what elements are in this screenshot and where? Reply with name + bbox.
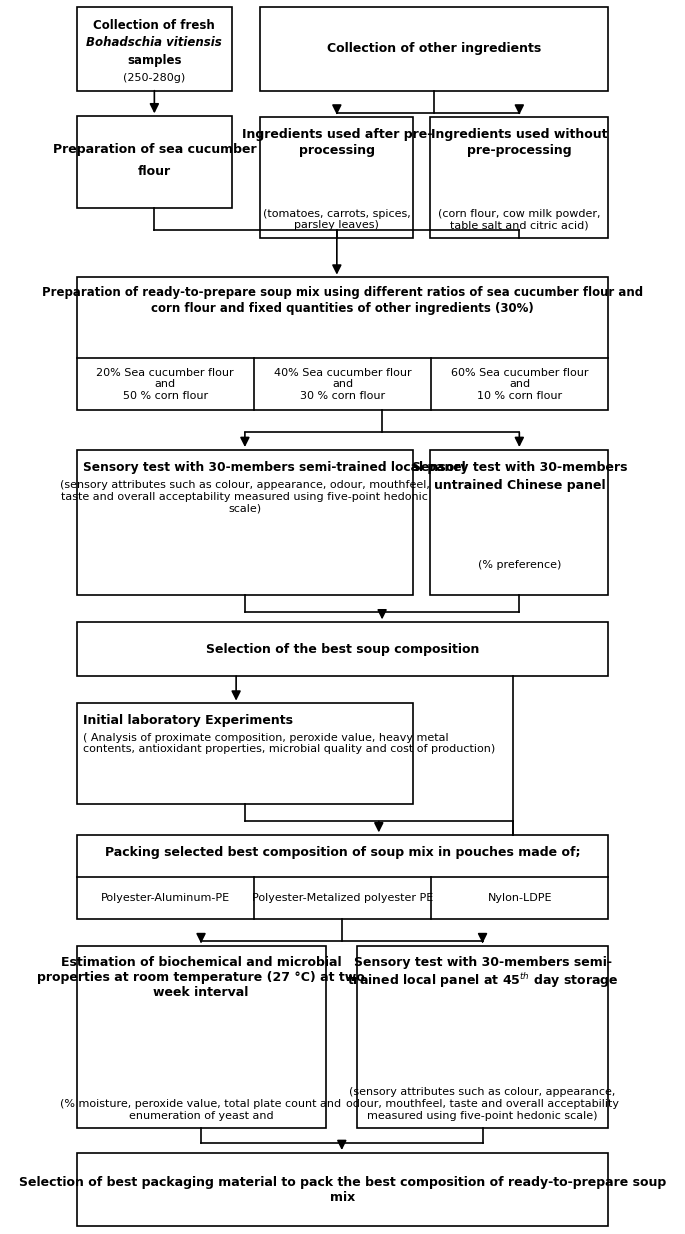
Text: Polyester-Aluminum-PE: Polyester-Aluminum-PE — [101, 892, 229, 903]
Bar — [77, 835, 608, 918]
Text: ( Analysis of proximate composition, peroxide value, heavy metal
contents, antio: ( Analysis of proximate composition, per… — [84, 733, 495, 754]
Bar — [77, 945, 325, 1128]
Bar — [77, 278, 608, 410]
Text: Sensory test with 30-members semi-trained local panel: Sensory test with 30-members semi-traine… — [84, 460, 466, 474]
Text: (% moisture, peroxide value, total plate count and
enumeration of yeast and: (% moisture, peroxide value, total plate… — [60, 1099, 342, 1120]
Bar — [77, 622, 608, 676]
Text: Nylon-LDPE: Nylon-LDPE — [488, 892, 552, 903]
Text: samples: samples — [127, 54, 182, 67]
Text: Collection of other ingredients: Collection of other ingredients — [327, 42, 542, 56]
Text: processing: processing — [299, 144, 375, 157]
Text: Estimation of biochemical and microbial
properties at room temperature (27 °C) a: Estimation of biochemical and microbial … — [37, 955, 365, 998]
Bar — [77, 1153, 608, 1227]
Text: (% preference): (% preference) — [477, 560, 561, 570]
Text: pre-processing: pre-processing — [467, 144, 572, 157]
Text: Ingredients used after pre-: Ingredients used after pre- — [242, 128, 432, 141]
Text: 60% Sea cucumber flour
and
10 % corn flour: 60% Sea cucumber flour and 10 % corn flo… — [451, 368, 588, 401]
Text: Sensory test with 30-members: Sensory test with 30-members — [412, 460, 627, 474]
Bar — [260, 117, 413, 238]
Text: (sensory attributes such as colour, appearance,
odour, mouthfeel, taste and over: (sensory attributes such as colour, appe… — [346, 1087, 619, 1120]
Text: Collection of fresh: Collection of fresh — [93, 20, 215, 32]
Text: Selection of the best soup composition: Selection of the best soup composition — [206, 643, 480, 655]
Bar — [430, 117, 608, 238]
Text: 20% Sea cucumber flour
and
50 % corn flour: 20% Sea cucumber flour and 50 % corn flo… — [97, 368, 234, 401]
Text: Selection of best packaging material to pack the best composition of ready-to-pr: Selection of best packaging material to … — [19, 1176, 666, 1203]
Text: flour: flour — [138, 165, 171, 179]
Text: Ingredients used without: Ingredients used without — [431, 128, 608, 141]
Text: (sensory attributes such as colour, appearance, odour, mouthfeel,
taste and over: (sensory attributes such as colour, appe… — [60, 480, 429, 513]
Bar — [357, 945, 608, 1128]
Text: (tomatoes, carrots, spices,
parsley leaves): (tomatoes, carrots, spices, parsley leav… — [263, 209, 411, 231]
Text: Packing selected best composition of soup mix in pouches made of;: Packing selected best composition of sou… — [105, 847, 580, 859]
Bar — [260, 7, 608, 90]
Text: Sensory test with 30-members semi-
trained local panel at 45$^{th}$ day storage: Sensory test with 30-members semi- train… — [347, 955, 619, 990]
Text: (250-280g): (250-280g) — [123, 73, 186, 83]
Text: Bohadschia vitiensis: Bohadschia vitiensis — [86, 37, 222, 49]
Text: 40% Sea cucumber flour
and
30 % corn flour: 40% Sea cucumber flour and 30 % corn flo… — [274, 368, 411, 401]
Bar — [77, 116, 232, 209]
Bar — [77, 7, 232, 90]
Bar — [77, 449, 413, 595]
Text: (corn flour, cow milk powder,
table salt and citric acid): (corn flour, cow milk powder, table salt… — [438, 209, 601, 231]
Text: Preparation of sea cucumber: Preparation of sea cucumber — [53, 143, 256, 157]
Text: Preparation of ready-to-prepare soup mix using different ratios of sea cucumber : Preparation of ready-to-prepare soup mix… — [42, 286, 643, 299]
Text: Polyester-Metalized polyester PE: Polyester-Metalized polyester PE — [252, 892, 433, 903]
Bar — [430, 449, 608, 595]
Bar — [77, 703, 413, 805]
Text: Initial laboratory Experiments: Initial laboratory Experiments — [84, 714, 293, 727]
Text: corn flour and fixed quantities of other ingredients (30%): corn flour and fixed quantities of other… — [151, 302, 534, 315]
Text: untrained Chinese panel: untrained Chinese panel — [434, 479, 605, 492]
